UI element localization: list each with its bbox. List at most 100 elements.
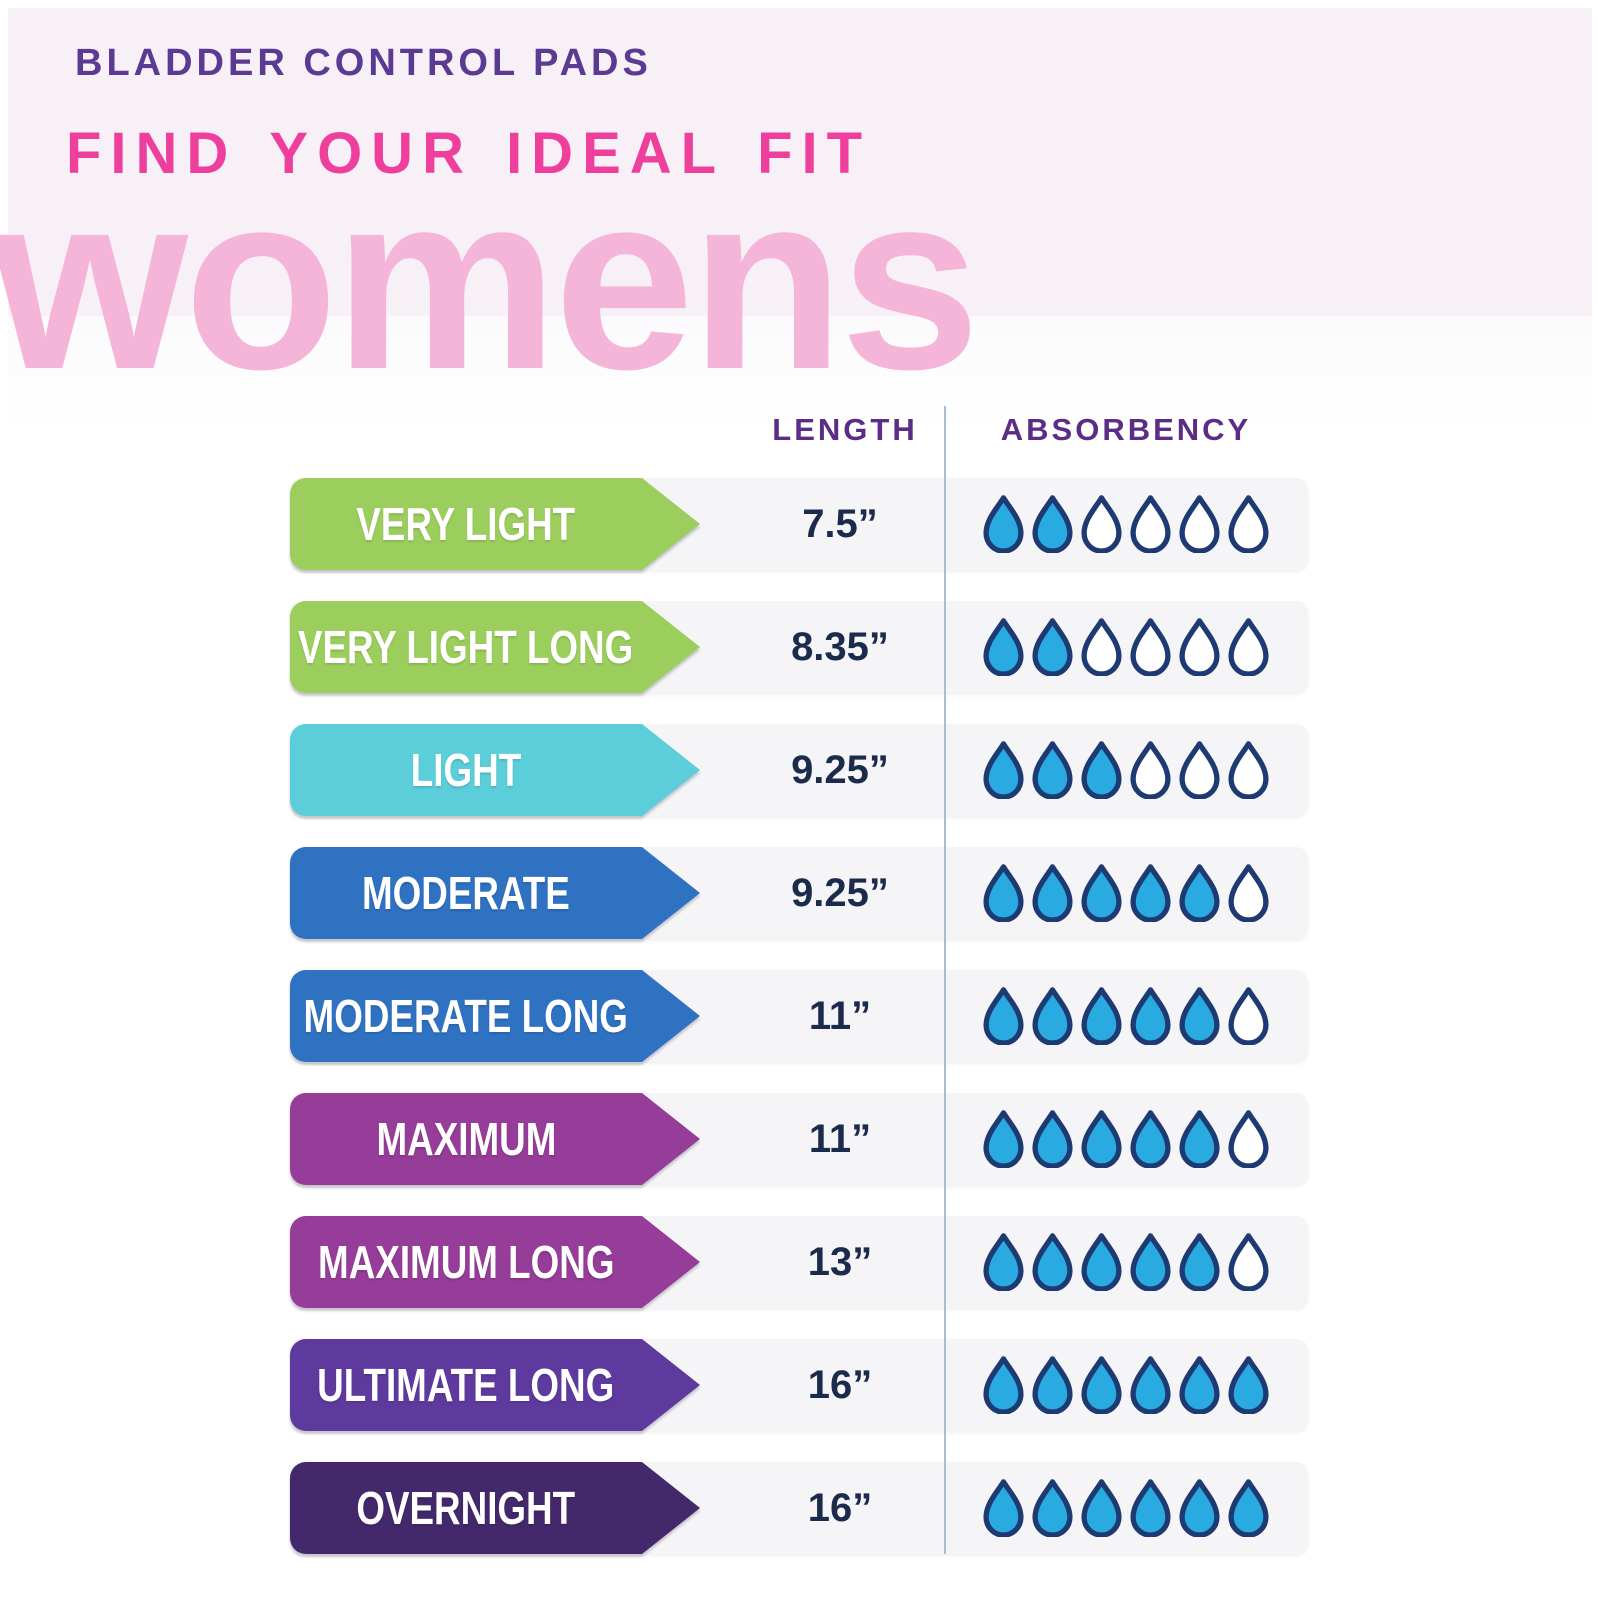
product-table: VERY LIGHT 7.5” VERY LIGHT LONG 8.35” LI… [290,478,1308,1585]
category-pill: VERY LIGHT [290,478,700,570]
drop-filled-icon [983,987,1024,1045]
column-header-absorbency: ABSORBENCY [1000,412,1252,447]
column-separator-line [944,406,946,1554]
table-row: OVERNIGHT 16” [290,1462,1308,1554]
drop-filled-icon [1179,864,1220,922]
category-label: VERY LIGHT LONG [298,621,634,673]
drop-filled-icon [1179,1233,1220,1291]
drop-filled-icon [1032,1356,1073,1414]
drop-filled-icon [1130,987,1171,1045]
category-label: OVERNIGHT [356,1482,576,1534]
absorbency-rating [982,478,1270,570]
absorbency-rating [982,601,1270,693]
drop-filled-icon [1032,1479,1073,1537]
drop-filled-icon [1130,864,1171,922]
drop-filled-icon [983,1110,1024,1168]
column-header-length: LENGTH [772,412,918,447]
page-title: FIND YOUR IDEAL FIT [66,121,872,186]
drop-filled-icon [1081,741,1122,799]
length-value: 7.5” [802,501,878,546]
drop-filled-icon [1179,1479,1220,1537]
absorbency-rating [982,1216,1270,1308]
absorbency-rating [982,847,1270,939]
category-pill: VERY LIGHT LONG [290,601,700,693]
drop-filled-icon [1032,618,1073,676]
drop-empty-icon [1228,864,1269,922]
drop-filled-icon [1081,864,1122,922]
length-value: 11” [808,993,872,1038]
drop-filled-icon [983,741,1024,799]
absorbency-rating [982,1462,1270,1554]
length-value: 9.25” [791,747,889,792]
category-pill: MODERATE [290,847,700,939]
table-row: VERY LIGHT LONG 8.35” [290,601,1308,693]
drop-empty-icon [1179,618,1220,676]
drop-filled-icon [1130,1479,1171,1537]
drop-filled-icon [1228,1479,1269,1537]
table-row: MODERATE 9.25” [290,847,1308,939]
absorbency-rating [982,1339,1270,1431]
drop-filled-icon [983,1233,1024,1291]
drop-filled-icon [983,495,1024,553]
drop-empty-icon [1130,618,1171,676]
drop-filled-icon [1228,1356,1269,1414]
drop-filled-icon [983,618,1024,676]
category-label: ULTIMATE LONG [317,1359,615,1411]
category-pill: MAXIMUM LONG [290,1216,700,1308]
drop-empty-icon [1179,495,1220,553]
drop-filled-icon [1130,1356,1171,1414]
drop-filled-icon [983,1479,1024,1537]
length-value: 9.25” [791,870,889,915]
drop-empty-icon [1228,741,1269,799]
drop-empty-icon [1179,741,1220,799]
drop-filled-icon [1032,741,1073,799]
drop-filled-icon [1081,1110,1122,1168]
drop-filled-icon [983,1356,1024,1414]
table-row: MODERATE LONG 11” [290,970,1308,1062]
drop-empty-icon [1228,495,1269,553]
table-row: ULTIMATE LONG 16” [290,1339,1308,1431]
drop-filled-icon [1081,1479,1122,1537]
drop-filled-icon [1032,1233,1073,1291]
drop-filled-icon [1032,495,1073,553]
table-row: MAXIMUM 11” [290,1093,1308,1185]
category-pill: OVERNIGHT [290,1462,700,1554]
drop-empty-icon [1228,1233,1269,1291]
length-value: 11” [808,1116,872,1161]
drop-filled-icon [1179,1356,1220,1414]
category-label: MAXIMUM LONG [317,1236,615,1288]
drop-filled-icon [1130,1110,1171,1168]
drop-filled-icon [1081,1233,1122,1291]
drop-filled-icon [1081,1356,1122,1414]
drop-empty-icon [1081,495,1122,553]
table-row: VERY LIGHT 7.5” [290,478,1308,570]
drop-empty-icon [1130,741,1171,799]
category-pill: ULTIMATE LONG [290,1339,700,1431]
table-row: LIGHT 9.25” [290,724,1308,816]
drop-filled-icon [1130,1233,1171,1291]
category-label: MODERATE LONG [303,990,629,1042]
category-label: LIGHT [410,744,522,796]
drop-filled-icon [983,864,1024,922]
category-label: VERY LIGHT [356,498,576,550]
category-pill: LIGHT [290,724,700,816]
drop-filled-icon [1032,987,1073,1045]
absorbency-rating [982,724,1270,816]
length-value: 13” [807,1239,873,1284]
drop-empty-icon [1081,618,1122,676]
category-label: MODERATE [362,867,570,919]
table-row: MAXIMUM LONG 13” [290,1216,1308,1308]
kicker-heading: BLADDER CONTROL PADS [75,42,652,84]
drop-filled-icon [1081,987,1122,1045]
womens-watermark: womens [0,141,980,422]
drop-filled-icon [1179,1110,1220,1168]
drop-filled-icon [1032,1110,1073,1168]
absorbency-rating [982,1093,1270,1185]
drop-empty-icon [1130,495,1171,553]
drop-empty-icon [1228,618,1269,676]
category-label: MAXIMUM [376,1113,556,1165]
length-value: 8.35” [791,624,889,669]
drop-filled-icon [1179,987,1220,1045]
drop-empty-icon [1228,987,1269,1045]
category-pill: MODERATE LONG [290,970,700,1062]
